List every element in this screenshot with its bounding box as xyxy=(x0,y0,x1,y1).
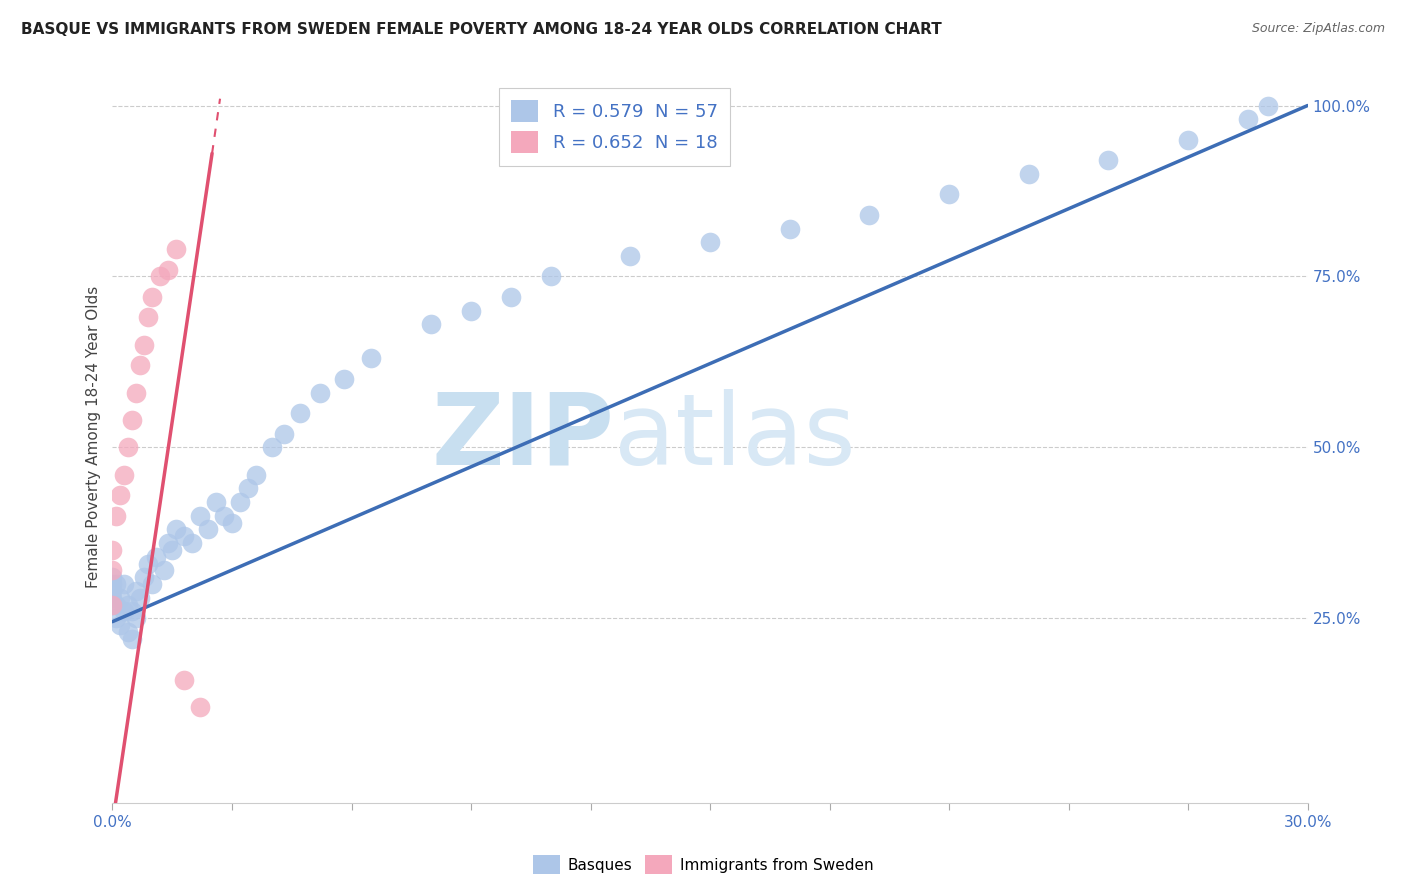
Point xyxy=(114,577,135,591)
Point xyxy=(332,372,354,386)
Point xyxy=(245,467,267,482)
Point xyxy=(101,570,124,584)
Point xyxy=(288,406,311,420)
Text: Source: ZipAtlas.com: Source: ZipAtlas.com xyxy=(1251,22,1385,36)
Point xyxy=(173,673,195,687)
Point xyxy=(101,598,124,612)
Point xyxy=(117,624,139,639)
Text: atlas: atlas xyxy=(614,389,856,485)
Point xyxy=(1257,98,1279,112)
Point xyxy=(221,516,243,530)
Point xyxy=(157,262,180,277)
Point xyxy=(138,557,160,571)
Point xyxy=(141,290,163,304)
Point xyxy=(117,598,139,612)
Point xyxy=(540,269,562,284)
Point xyxy=(110,591,132,605)
Point xyxy=(1177,133,1199,147)
Point xyxy=(162,542,183,557)
Point xyxy=(420,318,443,332)
Point xyxy=(229,495,252,509)
Point xyxy=(114,467,135,482)
Point xyxy=(134,570,156,584)
Point xyxy=(188,508,211,523)
Point xyxy=(212,508,235,523)
Point xyxy=(858,208,880,222)
Point xyxy=(101,598,124,612)
Point xyxy=(157,536,180,550)
Point xyxy=(308,385,330,400)
Point xyxy=(1237,112,1260,127)
Point xyxy=(1018,167,1040,181)
Point xyxy=(101,542,124,557)
Point xyxy=(699,235,721,250)
Point xyxy=(197,522,219,536)
Point xyxy=(125,611,148,625)
Point xyxy=(105,577,128,591)
Point xyxy=(236,481,259,495)
Point xyxy=(129,359,152,373)
Point xyxy=(181,536,204,550)
Point xyxy=(149,269,172,284)
Point xyxy=(165,242,187,256)
Point xyxy=(205,495,228,509)
Point xyxy=(125,385,148,400)
Point xyxy=(1097,153,1119,168)
Point xyxy=(188,700,211,714)
Point xyxy=(105,598,128,612)
Point xyxy=(138,310,160,325)
Point xyxy=(260,440,283,454)
Point xyxy=(145,549,167,564)
Point xyxy=(165,522,187,536)
Point xyxy=(134,338,156,352)
Point xyxy=(114,604,135,618)
Point xyxy=(101,583,124,598)
Point xyxy=(125,583,148,598)
Point xyxy=(101,577,124,591)
Legend: R = 0.579  N = 57, R = 0.652  N = 18: R = 0.579 N = 57, R = 0.652 N = 18 xyxy=(499,87,730,166)
Point xyxy=(105,508,128,523)
Point xyxy=(105,611,128,625)
Point xyxy=(129,591,152,605)
Point xyxy=(938,187,960,202)
Point xyxy=(499,290,522,304)
Point xyxy=(173,529,195,543)
Point xyxy=(110,488,132,502)
Point xyxy=(619,249,641,263)
Legend: Basques, Immigrants from Sweden: Basques, Immigrants from Sweden xyxy=(526,849,880,880)
Point xyxy=(121,632,143,646)
Point xyxy=(360,351,382,366)
Point xyxy=(101,591,124,605)
Point xyxy=(141,577,163,591)
Point xyxy=(153,563,176,577)
Text: ZIP: ZIP xyxy=(432,389,614,485)
Point xyxy=(121,604,143,618)
Text: BASQUE VS IMMIGRANTS FROM SWEDEN FEMALE POVERTY AMONG 18-24 YEAR OLDS CORRELATIO: BASQUE VS IMMIGRANTS FROM SWEDEN FEMALE … xyxy=(21,22,942,37)
Point xyxy=(121,413,143,427)
Point xyxy=(273,426,295,441)
Point xyxy=(779,221,801,235)
Point xyxy=(117,440,139,454)
Y-axis label: Female Poverty Among 18-24 Year Olds: Female Poverty Among 18-24 Year Olds xyxy=(86,286,101,588)
Point xyxy=(460,303,482,318)
Point xyxy=(110,618,132,632)
Point xyxy=(101,563,124,577)
